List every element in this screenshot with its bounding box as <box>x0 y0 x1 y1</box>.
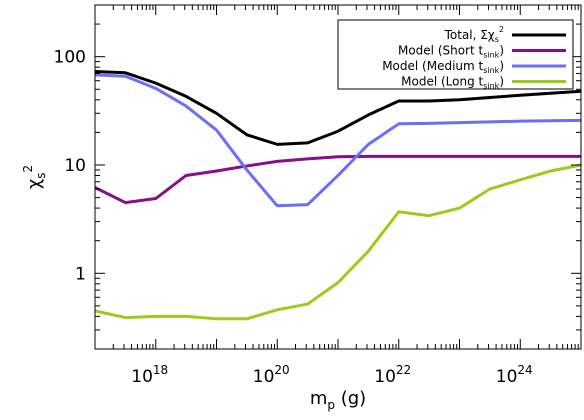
series-line-3 <box>94 73 582 208</box>
series-lines <box>94 69 582 321</box>
x-axis-label: mp (g) <box>310 388 366 412</box>
series-line-4 <box>94 163 582 321</box>
y-tick-label: 10 <box>64 156 86 176</box>
series-line-2 <box>94 154 581 205</box>
legend-label: Model (Short tsink) <box>398 44 504 60</box>
series-line-1 <box>94 69 582 146</box>
y-axis-label: χs2 <box>21 165 48 189</box>
legend-label: Model (Medium tsink) <box>382 59 504 75</box>
legend-label: Model (Long tsink) <box>401 75 504 91</box>
x-tick-label: 1020 <box>253 363 290 387</box>
legend-item-4: Model (Long tsink) <box>401 75 566 91</box>
legend-box <box>337 19 574 90</box>
legend-item-2: Model (Short tsink) <box>398 44 566 60</box>
legend-label: Total, Σχs2 <box>444 25 504 44</box>
axis-ticks <box>94 4 581 350</box>
x-tick-label: 1024 <box>496 363 533 387</box>
y-tick-label: 1 <box>75 264 86 284</box>
legend-item-3: Model (Medium tsink) <box>382 59 566 75</box>
y-tick-label: 100 <box>54 48 86 68</box>
x-tick-label: 1018 <box>131 363 168 387</box>
x-tick-label: 1022 <box>374 363 411 387</box>
tick-labels: 1018 1020 1022 1024 1 10 100 <box>54 48 533 387</box>
legend-item-1: Total, Σχs2 <box>444 25 566 44</box>
